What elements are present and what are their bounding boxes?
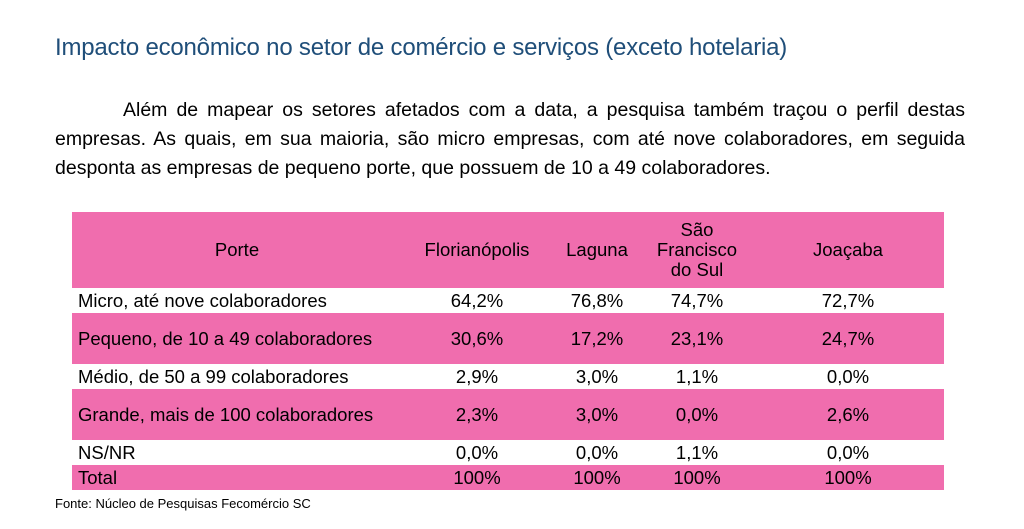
row-label: Micro, até nove colaboradores <box>78 289 327 311</box>
table-cell: 0,0% <box>826 441 870 463</box>
table-cell: 72,7% <box>821 289 875 311</box>
company-size-table: Porte Florianópolis Laguna São Francisco… <box>72 212 944 490</box>
paragraph-text: Além de mapear os setores afetados com a… <box>55 99 965 179</box>
table-header-row: Porte Florianópolis Laguna São Francisco… <box>72 212 944 288</box>
table-cell: 76,8% <box>570 289 624 311</box>
column-header-porte: Porte <box>214 239 260 260</box>
table-cell: 1,1% <box>675 441 719 463</box>
table-cell: 0,0% <box>455 441 499 463</box>
table-cell: 0,0% <box>826 365 870 387</box>
source-note: Fonte: Núcleo de Pesquisas Fecomércio SC <box>55 496 311 511</box>
table-cell: 3,0% <box>575 365 619 387</box>
row-label: Grande, mais de 100 colaboradores <box>78 403 374 425</box>
row-label: Médio, de 50 a 99 colaboradores <box>78 365 349 387</box>
table-cell: 74,7% <box>670 289 724 311</box>
table-cell: 100% <box>573 466 621 488</box>
row-label: NS/NR <box>78 441 136 463</box>
table-row-micro: Micro, até nove colaboradores 64,2% 76,8… <box>72 288 944 313</box>
row-label: Pequeno, de 10 a 49 colaboradores <box>78 327 373 349</box>
body-paragraph: Além de mapear os setores afetados com a… <box>55 96 965 183</box>
column-header-joacaba: Joaçaba <box>813 239 883 260</box>
table-row-grande: Grande, mais de 100 colaboradores 2,3% 3… <box>72 389 944 440</box>
table-cell: 100% <box>453 466 501 488</box>
column-header-florianopolis: Florianópolis <box>424 239 530 260</box>
table-cell: 2,9% <box>455 365 499 387</box>
table-cell: 30,6% <box>450 327 504 349</box>
table-cell: 0,0% <box>575 441 619 463</box>
table-cell: 2,6% <box>826 403 870 425</box>
table-cell: 24,7% <box>821 327 875 349</box>
table-row-nsnr: NS/NR 0,0% 0,0% 1,1% 0,0% <box>72 440 944 465</box>
table-cell: 100% <box>824 466 872 488</box>
column-header-sao-francisco-do-sul: São Francisco do Sul <box>656 219 738 280</box>
table-cell: 17,2% <box>570 327 624 349</box>
table-cell: 23,1% <box>670 327 724 349</box>
row-label: Total <box>78 466 118 488</box>
table-cell: 1,1% <box>675 365 719 387</box>
column-header-laguna: Laguna <box>566 239 628 260</box>
table-row-total: Total 100% 100% 100% 100% <box>72 465 944 490</box>
table-row-pequeno: Pequeno, de 10 a 49 colaboradores 30,6% … <box>72 313 944 364</box>
table-cell: 64,2% <box>450 289 504 311</box>
table-cell: 2,3% <box>455 403 499 425</box>
section-heading: Impacto econômico no setor de comércio e… <box>55 34 788 61</box>
table-cell: 0,0% <box>675 403 719 425</box>
table-cell: 3,0% <box>575 403 619 425</box>
table-row-medio: Médio, de 50 a 99 colaboradores 2,9% 3,0… <box>72 364 944 389</box>
table-cell: 100% <box>673 466 721 488</box>
